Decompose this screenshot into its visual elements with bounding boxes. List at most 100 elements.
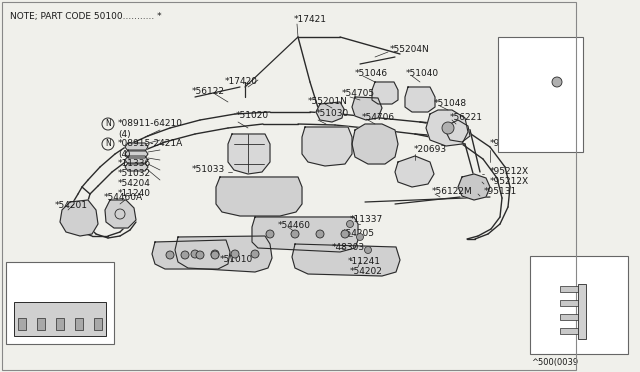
Polygon shape [105, 200, 136, 228]
Bar [94, 318, 102, 330]
Circle shape [356, 234, 364, 241]
Text: *55201N: *55201N [308, 97, 348, 106]
Circle shape [341, 230, 349, 238]
Bar [578, 284, 586, 339]
Circle shape [181, 251, 189, 259]
Polygon shape [405, 87, 435, 112]
Text: *55204N: *55204N [390, 45, 429, 55]
Text: *54202: *54202 [350, 267, 383, 276]
Text: FROM JAN.'83: FROM JAN.'83 [10, 270, 74, 279]
Bar [14, 302, 106, 336]
Text: *51040: *51040 [406, 70, 439, 78]
Polygon shape [458, 174, 490, 200]
Text: *51020: *51020 [236, 112, 269, 121]
Circle shape [166, 251, 174, 259]
Polygon shape [125, 163, 148, 171]
Text: N: N [105, 119, 111, 128]
Text: *17420: *17420 [225, 77, 258, 87]
Text: *08911-64210: *08911-64210 [118, 119, 183, 128]
Polygon shape [228, 134, 270, 174]
Polygon shape [252, 217, 358, 252]
Text: *95212X: *95212X [490, 177, 529, 186]
Circle shape [365, 247, 371, 253]
Text: *55202: *55202 [501, 45, 531, 54]
Bar [56, 318, 64, 330]
Text: *50160A: *50160A [534, 264, 570, 273]
Text: NOTE; PART CODE 50100........... *: NOTE; PART CODE 50100........... * [10, 13, 162, 22]
Text: *54460: *54460 [10, 282, 40, 291]
Text: *20693: *20693 [414, 145, 447, 154]
Text: *48303: *48303 [332, 244, 365, 253]
Circle shape [266, 230, 274, 238]
Text: *95131: *95131 [484, 187, 517, 196]
Bar [75, 318, 83, 330]
Text: *11336: *11336 [118, 160, 151, 169]
Bar [530, 256, 628, 354]
Text: ^500(0039: ^500(0039 [531, 357, 578, 366]
Polygon shape [316, 102, 344, 122]
Circle shape [552, 77, 562, 87]
Text: *54205: *54205 [342, 230, 375, 238]
Polygon shape [125, 150, 148, 158]
Polygon shape [395, 156, 434, 187]
Polygon shape [175, 236, 272, 272]
Text: *54460A: *54460A [104, 193, 143, 202]
Circle shape [316, 230, 324, 238]
Polygon shape [302, 127, 352, 166]
Text: *51046: *51046 [355, 70, 388, 78]
Circle shape [211, 250, 219, 258]
Text: *17421: *17421 [294, 16, 327, 25]
Polygon shape [60, 200, 98, 236]
Bar [18, 318, 26, 330]
Text: *11337: *11337 [350, 215, 383, 224]
Circle shape [211, 251, 219, 259]
Polygon shape [292, 244, 400, 276]
Text: *56122: *56122 [192, 87, 225, 96]
Text: *11241: *11241 [348, 257, 381, 266]
Circle shape [346, 221, 353, 228]
Circle shape [442, 122, 454, 134]
Circle shape [231, 250, 239, 258]
Text: *51048: *51048 [434, 99, 467, 109]
Text: *54706: *54706 [362, 113, 395, 122]
Bar [6, 262, 114, 344]
Text: *51032: *51032 [118, 170, 151, 179]
Text: *54460: *54460 [278, 221, 311, 230]
Bar [37, 318, 45, 330]
Text: *51030: *51030 [316, 109, 349, 119]
Text: *08915-2421A: *08915-2421A [118, 140, 183, 148]
Polygon shape [216, 177, 302, 216]
Circle shape [191, 250, 199, 258]
Polygon shape [125, 143, 148, 151]
Bar [560, 300, 578, 306]
Bar [498, 37, 583, 152]
Text: *95212X: *95212X [490, 167, 529, 176]
Bar [560, 328, 578, 334]
Circle shape [291, 230, 299, 238]
Text: *54705: *54705 [342, 90, 375, 99]
Bar [560, 314, 578, 320]
Polygon shape [372, 82, 398, 104]
Text: *11240: *11240 [118, 189, 151, 199]
Circle shape [196, 251, 204, 259]
Polygon shape [426, 110, 468, 146]
Text: (4): (4) [118, 150, 131, 158]
Text: *54204: *54204 [118, 180, 151, 189]
Text: *56122M: *56122M [432, 187, 473, 196]
Polygon shape [125, 156, 148, 164]
Text: *54201: *54201 [55, 202, 88, 211]
Circle shape [251, 250, 259, 258]
Polygon shape [446, 120, 470, 142]
Polygon shape [352, 97, 382, 120]
Text: N: N [105, 140, 111, 148]
Polygon shape [536, 69, 564, 107]
Bar [560, 286, 578, 292]
Text: *51010: *51010 [220, 256, 253, 264]
Text: *95145: *95145 [490, 140, 523, 148]
Text: *56221: *56221 [450, 113, 483, 122]
Bar [2, 2, 576, 370]
Polygon shape [152, 240, 230, 269]
Text: *51033: *51033 [192, 166, 225, 174]
Polygon shape [352, 124, 398, 164]
Text: (4): (4) [118, 129, 131, 138]
